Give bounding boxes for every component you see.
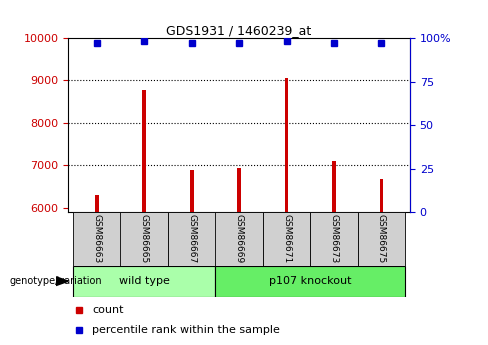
Bar [215,212,263,266]
Bar [332,161,336,212]
Bar [73,212,121,266]
Bar [215,266,405,297]
Bar [285,78,288,212]
Bar [380,179,384,212]
Text: GSM86663: GSM86663 [92,214,102,264]
Text: p107 knockout: p107 knockout [269,276,351,286]
Bar [358,212,406,266]
Text: count: count [92,305,124,315]
Text: genotype/variation: genotype/variation [10,276,102,286]
Text: GSM86675: GSM86675 [377,214,386,264]
Text: GSM86673: GSM86673 [329,214,339,264]
Text: percentile rank within the sample: percentile rank within the sample [92,325,280,335]
Polygon shape [56,277,68,286]
Text: GSM86669: GSM86669 [235,214,244,264]
Text: GSM86665: GSM86665 [140,214,149,264]
Bar [121,212,168,266]
Text: GSM86671: GSM86671 [282,214,291,264]
Bar [190,170,194,212]
Bar [95,195,99,212]
Bar [310,212,358,266]
Text: wild type: wild type [119,276,170,286]
Bar [237,168,241,212]
Bar [142,90,146,212]
Bar [73,266,215,297]
Bar [263,212,310,266]
Bar [168,212,216,266]
Text: GSM86667: GSM86667 [187,214,196,264]
Title: GDS1931 / 1460239_at: GDS1931 / 1460239_at [166,24,312,37]
